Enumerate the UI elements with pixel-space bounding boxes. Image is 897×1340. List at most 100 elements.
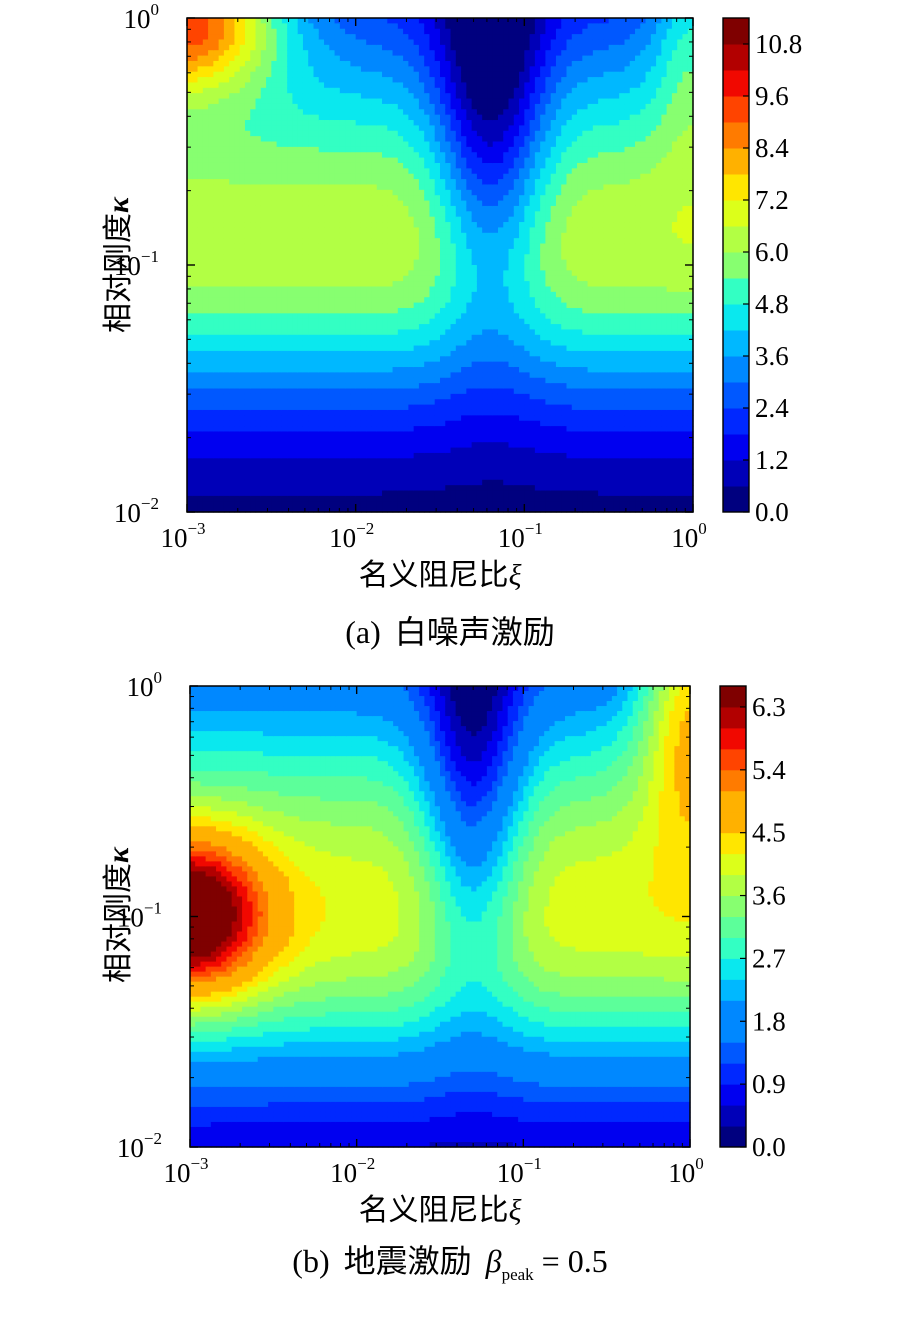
heatmap-cell <box>387 168 394 175</box>
heatmap-cell <box>392 232 399 239</box>
heatmap-cell <box>208 485 214 492</box>
heatmap-cell <box>302 372 309 379</box>
heatmap-cell <box>355 109 362 116</box>
heatmap-cell <box>260 66 267 73</box>
heatmap-cell <box>229 93 236 100</box>
heatmap-cell <box>208 367 214 373</box>
heatmap-cell <box>266 44 272 51</box>
heatmap-cell <box>229 179 236 186</box>
heatmap-cell <box>229 334 236 341</box>
heatmap-cell <box>413 447 420 454</box>
heatmap-cell <box>313 146 320 153</box>
heatmap-cell <box>355 415 362 422</box>
heatmap-cell <box>329 211 336 218</box>
heatmap-cell <box>461 275 467 282</box>
heatmap-cell <box>223 270 230 277</box>
heatmap-cell <box>287 227 294 234</box>
heatmap-cell <box>429 77 436 84</box>
heatmap-cell <box>324 200 330 207</box>
heatmap-cell <box>234 458 241 465</box>
heatmap-cell <box>382 34 388 41</box>
heatmap-cell <box>418 318 425 325</box>
heatmap-cell <box>218 291 225 298</box>
heatmap-cell <box>450 275 457 282</box>
heatmap-cell <box>424 291 431 298</box>
heatmap-cell <box>440 270 446 277</box>
heatmap-cell <box>360 77 367 84</box>
heatmap-cell <box>324 409 330 416</box>
heatmap-cell <box>408 66 415 73</box>
heatmap-cell <box>434 399 441 406</box>
heatmap-cell <box>434 307 441 314</box>
heatmap-cell <box>339 490 346 497</box>
heatmap-cell <box>223 367 230 373</box>
heatmap-cell <box>366 340 373 347</box>
heatmap-cell <box>308 377 315 384</box>
heatmap-cell <box>292 340 299 347</box>
heatmap-cell <box>287 243 294 250</box>
heatmap-cell <box>434 71 441 78</box>
heatmap-cell <box>266 361 272 368</box>
heatmap-cell <box>350 162 357 169</box>
heatmap-cell <box>355 420 362 427</box>
heatmap-cell <box>387 431 394 438</box>
heatmap-cell <box>334 189 341 196</box>
heatmap-cell <box>244 98 251 105</box>
heatmap-cell <box>287 254 294 261</box>
heatmap-cell <box>213 50 220 57</box>
heatmap-cell <box>418 297 425 304</box>
heatmap-cell <box>218 50 225 57</box>
heatmap-cell <box>466 18 473 24</box>
heatmap-cell <box>350 501 357 508</box>
heatmap-cell <box>313 243 320 250</box>
heatmap-cell <box>266 66 272 73</box>
heatmap-cell <box>413 82 420 89</box>
heatmap-cell <box>455 495 462 502</box>
heatmap-cell <box>440 130 446 137</box>
heatmap-cell <box>339 409 346 416</box>
heatmap-cell <box>223 227 230 234</box>
heatmap-cell <box>424 361 431 368</box>
heatmap-cell <box>255 393 262 400</box>
heatmap-cell <box>418 168 425 175</box>
heatmap-cell <box>424 109 431 116</box>
heatmap-cell <box>382 415 388 422</box>
heatmap-cell <box>187 286 193 293</box>
heatmap-cell <box>192 120 199 126</box>
heatmap-cell <box>345 98 351 105</box>
heatmap-cell <box>371 388 378 395</box>
heatmap-cell <box>329 136 336 143</box>
heatmap-cell <box>403 345 409 352</box>
heatmap-cell <box>302 350 309 357</box>
heatmap-cell <box>281 34 288 41</box>
heatmap-cell <box>334 463 341 470</box>
heatmap-cell <box>276 372 283 379</box>
heatmap-cell <box>276 281 283 288</box>
heatmap-cell <box>376 71 383 78</box>
heatmap-cell <box>234 146 241 153</box>
heatmap-cell <box>397 109 404 116</box>
heatmap-cell <box>424 404 431 411</box>
heatmap-cell <box>292 189 299 196</box>
heatmap-cell <box>434 114 441 121</box>
heatmap-cell <box>440 243 446 250</box>
heatmap-cell <box>281 404 288 411</box>
heatmap-cell <box>408 205 415 212</box>
heatmap-cell <box>266 281 272 288</box>
heatmap-cell <box>424 200 431 207</box>
heatmap-cell <box>223 307 230 314</box>
heatmap-cell <box>360 125 367 132</box>
heatmap-cell <box>339 399 346 406</box>
heatmap-cell <box>292 152 299 159</box>
heatmap-cell <box>382 479 388 486</box>
heatmap-cell <box>366 82 373 89</box>
heatmap-cell <box>382 372 388 379</box>
heatmap-cell <box>271 130 278 137</box>
heatmap-cell <box>266 189 272 196</box>
heatmap-cell <box>218 141 225 148</box>
heatmap-cell <box>455 265 462 271</box>
heatmap-cell <box>413 334 420 341</box>
heatmap-cell <box>266 340 272 347</box>
heatmap-cell <box>218 356 225 363</box>
heatmap-cell <box>366 393 373 400</box>
